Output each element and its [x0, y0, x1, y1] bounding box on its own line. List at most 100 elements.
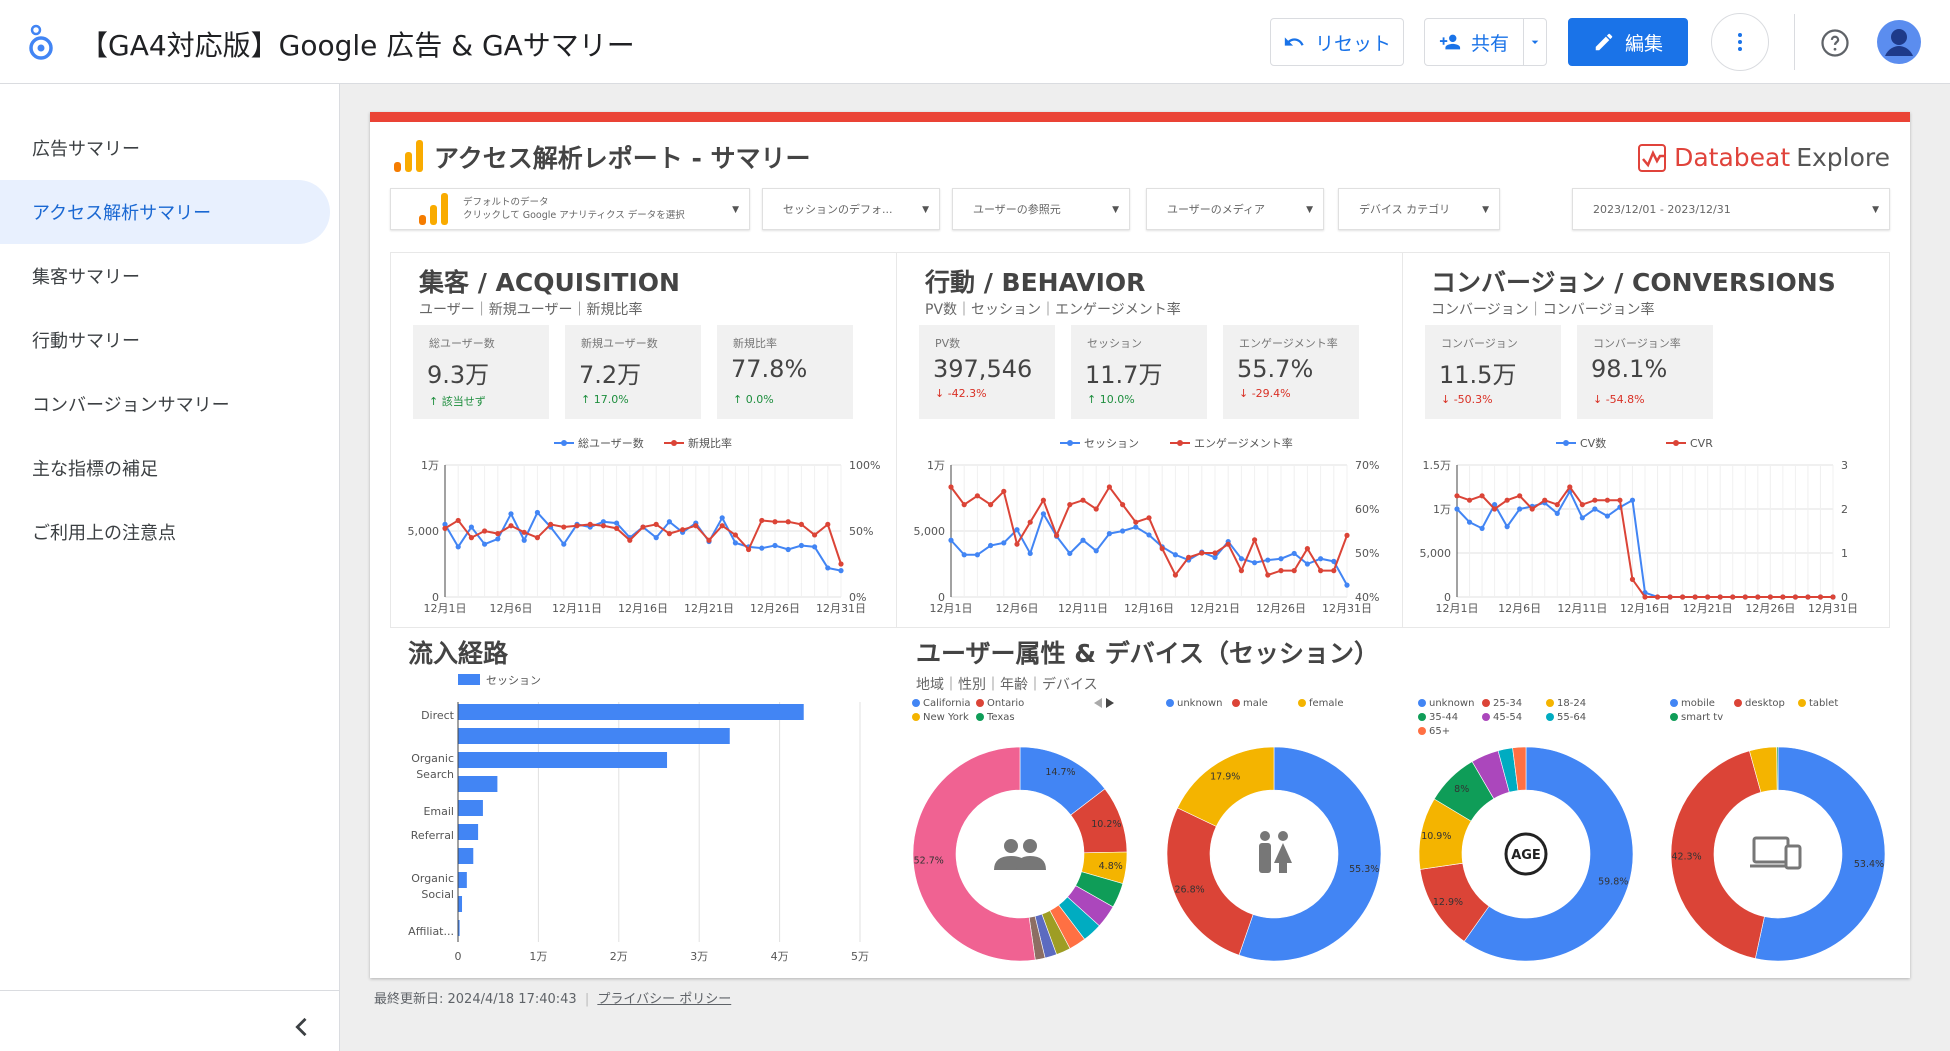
share-button[interactable]: 共有 [1424, 18, 1524, 66]
data-point [1755, 594, 1761, 600]
slice-label: 4.8% [1099, 861, 1123, 872]
region-donut-chart[interactable]: California Ontario New York Texas 14.7% 10.2%… [900, 696, 1140, 966]
gender-icon [1259, 843, 1271, 873]
slice-label: 55.3% [1349, 864, 1379, 875]
kpi-value: 7.2万 [579, 361, 642, 389]
data-point [706, 537, 712, 543]
legend-marker [1166, 699, 1174, 707]
sidebar-item-usage-notes[interactable]: ご利用上の注意点 [0, 500, 330, 564]
user-source-filter[interactable]: ユーザーの参照元 ▼ [952, 188, 1130, 230]
data-point [974, 552, 980, 558]
chevron-left-icon[interactable] [288, 1013, 316, 1041]
data-point [508, 511, 514, 517]
kpi-label: PV数 [935, 337, 961, 350]
date-range-label: 2023/12/01 - 2023/12/31 [1593, 202, 1731, 216]
kpi-card[interactable]: 新規比率 77.8% ↑ 0.0% [717, 325, 853, 419]
data-point [1001, 540, 1007, 546]
kpi-card[interactable]: 総ユーザー数 9.3万 ↑ 該当せず [413, 325, 549, 419]
edit-button[interactable]: 編集 [1568, 18, 1688, 66]
device-donut-chart[interactable]: mobile desktop tablet smart tv 53.4% 42.3% [1658, 696, 1898, 966]
panel-title: 行動 / BEHAVIOR [925, 268, 1146, 297]
data-point [680, 527, 686, 533]
x-tick-label: 12月1日 [424, 602, 467, 615]
share-dropdown-button[interactable] [1523, 18, 1547, 66]
data-point [1344, 582, 1350, 588]
data-point [1492, 502, 1498, 508]
x-tick-label: 12月6日 [1498, 602, 1541, 615]
legend-label: 新規比率 [688, 436, 732, 450]
device-category-filter[interactable]: デバイス カテゴリ ▼ [1338, 188, 1500, 230]
kpi-card[interactable]: コンバージョン率 98.1% ↓ -54.8% [1577, 325, 1713, 419]
slice-label: 14.7% [1045, 767, 1075, 778]
data-point [1830, 594, 1836, 600]
slice-label: 53.4% [1854, 859, 1884, 870]
kpi-value: 9.3万 [427, 361, 490, 389]
data-point [1717, 594, 1723, 600]
legend-marker [1670, 699, 1678, 707]
legend-label: male [1243, 698, 1268, 709]
data-point [732, 540, 738, 546]
data-point [1479, 493, 1485, 499]
data-point [1265, 572, 1271, 578]
sidebar-item-behavior-summary[interactable]: 行動サマリー [0, 308, 330, 372]
kpi-card[interactable]: コンバージョン 11.5万 ↓ -50.3% [1425, 325, 1561, 419]
sidebar-item-label: アクセス解析サマリー [32, 203, 212, 224]
category-label: Email [423, 805, 454, 818]
conversions-panel: コンバージョン / CONVERSIONS コンバージョン｜コンバージョン率 コ… [1402, 252, 1890, 628]
date-range-picker[interactable]: 2023/12/01 - 2023/12/31 ▼ [1572, 188, 1890, 230]
traffic-bar-chart[interactable]: セッション 0 1万 2万 3万 4万 5万 Direct Organic Search Email… [390, 670, 890, 970]
data-point [1252, 560, 1258, 566]
sidebar-item-label: 広告サマリー [32, 139, 140, 160]
data-point [640, 524, 646, 530]
y2-tick-label: 70% [1355, 459, 1379, 472]
share-label: 共有 [1470, 32, 1509, 55]
kpi-card[interactable]: 新規ユーザー数 7.2万 ↑ 17.0% [565, 325, 701, 419]
privacy-policy-link[interactable]: プライバシー ポリシー [597, 992, 732, 1007]
sidebar-item-acquisition-summary[interactable]: 集客サマリー [0, 244, 330, 308]
acquisition-line-chart[interactable]: 総ユーザー数 新規比率 0 5,000 1万 0% 50% 100% 12月1日 12月6日 12月… [391, 429, 897, 627]
data-point [1014, 541, 1020, 547]
conversions-line-chart[interactable]: CV数 CVR 0 5,000 1万 1.5万 0 1 2 3 12月1日 12月6日 12月11日 12… [1403, 429, 1889, 627]
gender-donut-chart[interactable]: unknown male female 55.3% 26.8% 17.9% [1154, 696, 1394, 966]
legend-label: エンゲージメント率 [1194, 436, 1293, 450]
avatar[interactable] [1877, 20, 1921, 64]
sidebar-item-label: 行動サマリー [32, 331, 140, 352]
bar [458, 752, 668, 768]
donut-slice [1670, 750, 1765, 959]
edit-label: 編集 [1624, 32, 1663, 55]
x-tick-label: 12月16日 [1124, 602, 1174, 615]
age-donut-chart[interactable]: unknown 25-34 18-24 35-44 45-54 55-64 65+ 59.8%… [1406, 696, 1646, 966]
sidebar-item-metrics-notes[interactable]: 主な指標の補足 [0, 436, 330, 500]
kpi-label: セッション [1087, 337, 1142, 350]
session-default-filter[interactable]: セッションのデフォ... ▼ [762, 188, 940, 230]
looker-studio-logo-icon[interactable] [26, 22, 56, 62]
age-icon: AGE [1511, 848, 1541, 863]
user-medium-filter[interactable]: ユーザーのメディア ▼ [1146, 188, 1324, 230]
kpi-card[interactable]: セッション 11.7万 ↑ 10.0% [1071, 325, 1207, 419]
data-point [455, 517, 461, 524]
reset-button[interactable]: リセット [1270, 18, 1404, 66]
help-icon[interactable] [1820, 28, 1850, 58]
kpi-card[interactable]: PV数 397,546 ↓ -42.3% [919, 325, 1055, 419]
caret-down-icon: ▼ [922, 205, 929, 215]
sidebar-item-access-summary[interactable]: アクセス解析サマリー [0, 180, 330, 244]
data-point [974, 493, 980, 499]
data-point [1642, 594, 1648, 600]
data-point [587, 521, 593, 527]
datasource-selector[interactable]: デフォルトのデータ クリックして Google アナリティクス データを選択 ▼ [390, 188, 750, 230]
data-point [1792, 594, 1798, 600]
filter-label: ユーザーの参照元 [973, 203, 1061, 216]
data-point [442, 521, 448, 527]
sidebar-item-ads-summary[interactable]: 広告サマリー [0, 116, 330, 180]
data-point [1492, 506, 1498, 512]
analytics-icon [419, 193, 448, 225]
kpi-card[interactable]: エンゲージメント率 55.7% ↓ -29.4% [1223, 325, 1359, 419]
top-bar: 【GA4対応版】Google 広告 & GAサマリー リセット 共有 編集 [0, 0, 1950, 84]
x-tick-label: 12月6日 [490, 602, 533, 615]
data-point [693, 523, 699, 529]
sidebar-item-conversion-summary[interactable]: コンバージョンサマリー [0, 372, 330, 436]
behavior-line-chart[interactable]: セッション エンゲージメント率 0 5,000 1万 40% 50% 60% 70% 12月1日 1… [897, 429, 1403, 627]
x-tick-label: 12月16日 [1620, 602, 1670, 615]
data-point [1238, 556, 1244, 562]
more-options-button[interactable] [1711, 13, 1769, 71]
